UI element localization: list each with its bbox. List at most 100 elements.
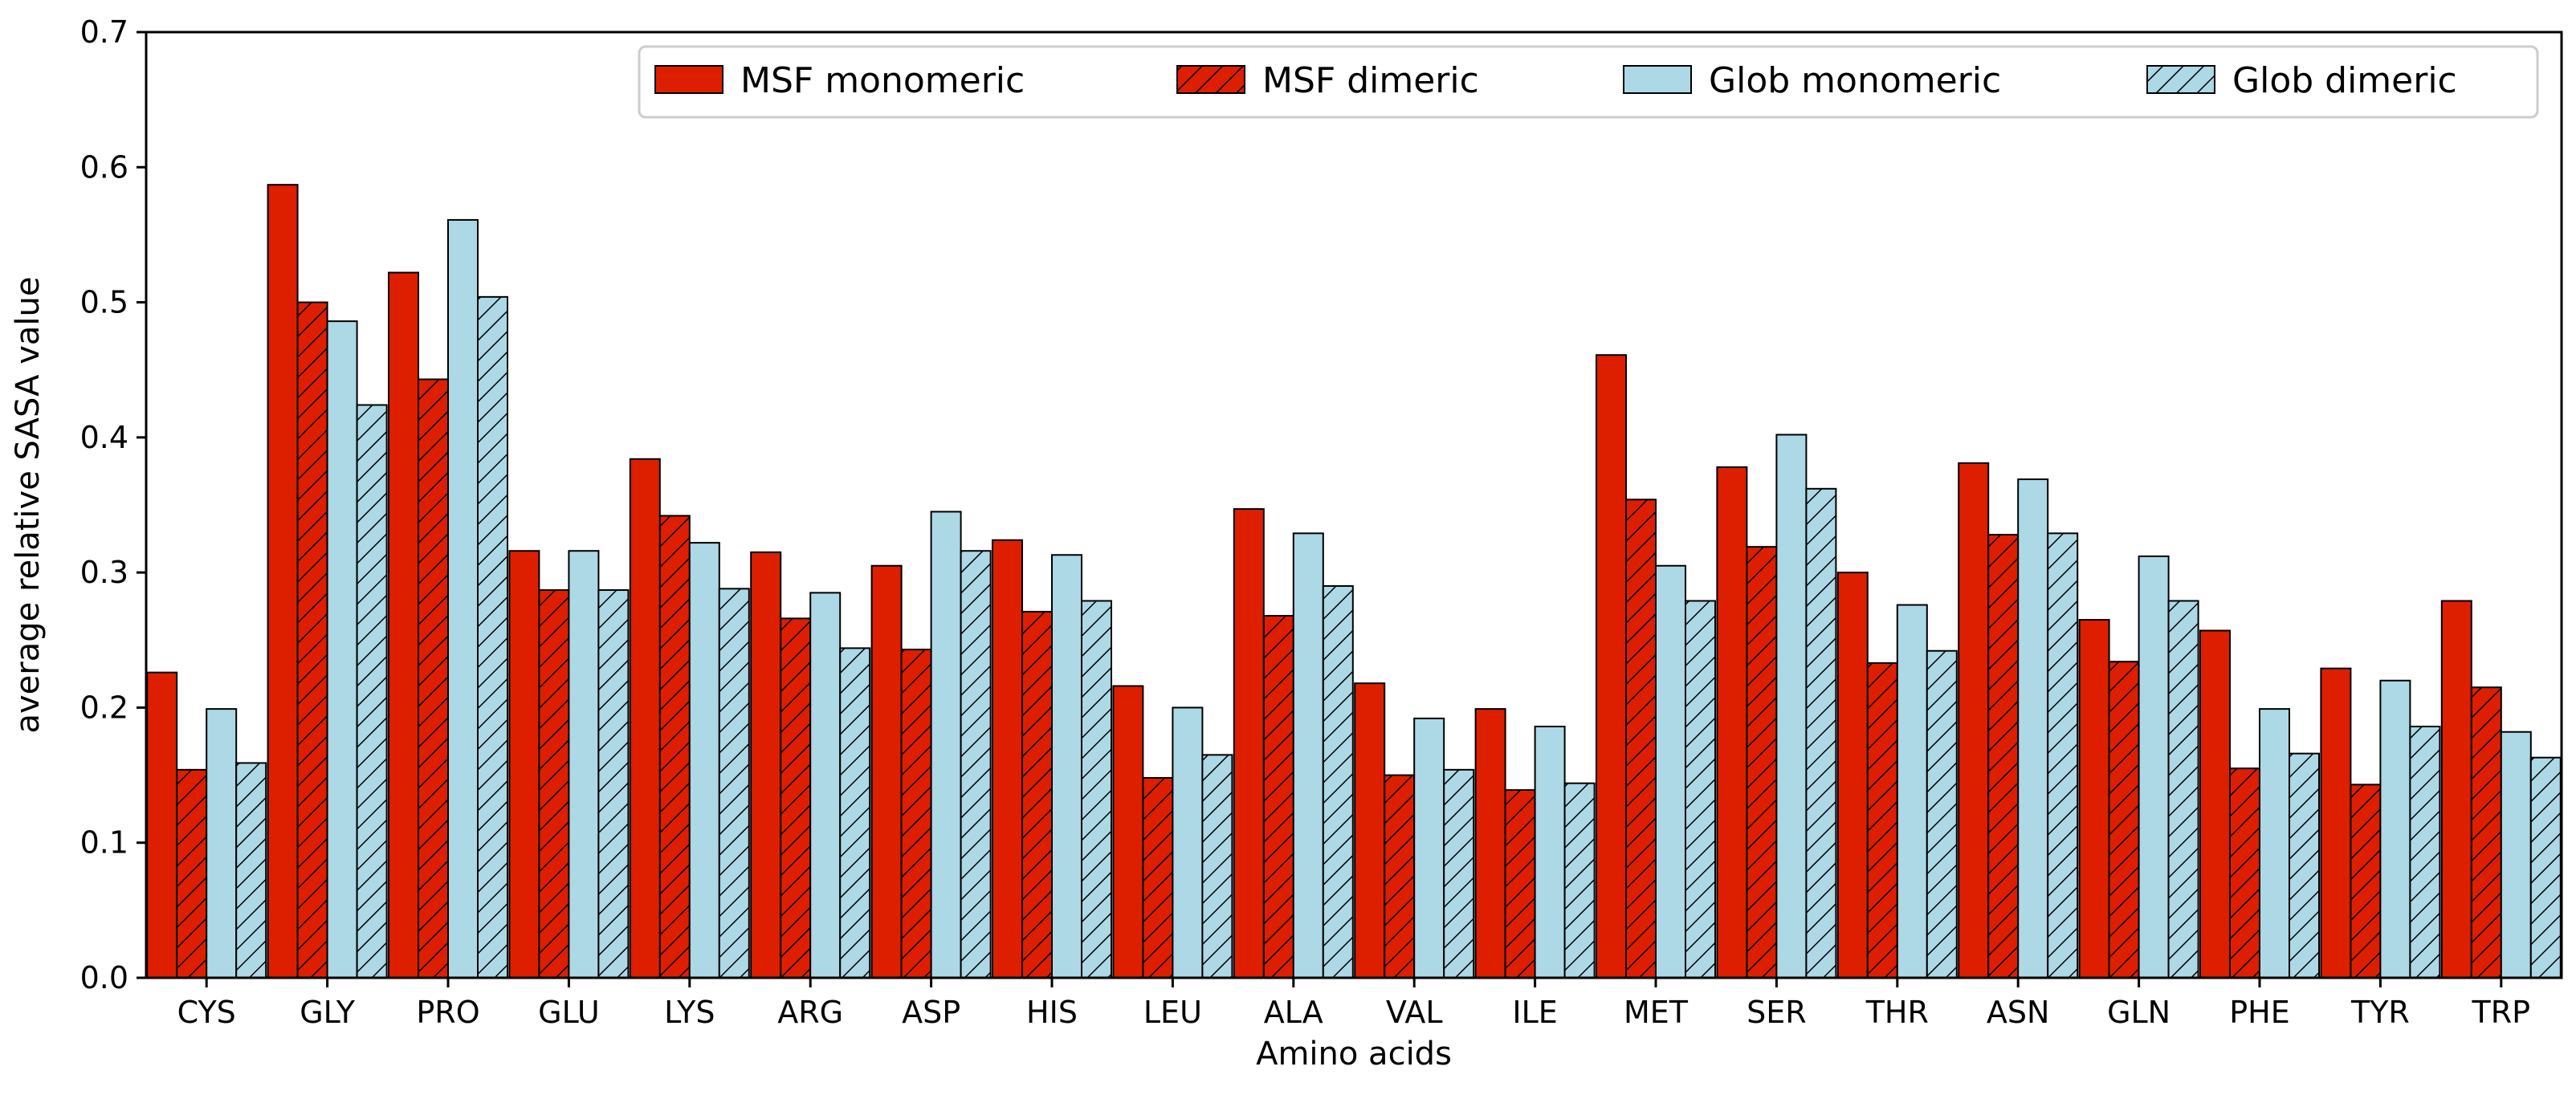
legend-label-msf-dimeric: MSF dimeric <box>1262 60 1479 101</box>
y-axis: 0.0 0.1 0.2 0.3 0.4 0.5 0.6 0.7 <box>80 14 146 995</box>
bar-glob-monomeric-phe <box>2259 708 2290 979</box>
bar-msf-monomeric-arg <box>750 551 782 979</box>
bar-glob-monomeric-cys <box>206 708 238 979</box>
bar-msf-dimeric-leu <box>1142 776 1174 979</box>
bar-glob-dimeric-leu <box>1201 754 1233 979</box>
bar-msf-dimeric-met <box>1625 499 1657 979</box>
bar-msf-monomeric-gly <box>267 184 299 979</box>
x-tick-label: ARG <box>777 995 843 1030</box>
bar-msf-monomeric-glu <box>508 550 540 979</box>
x-tick-label: LEU <box>1143 995 1202 1030</box>
x-tick-label: PRO <box>416 995 479 1030</box>
x-tick-label: GLU <box>538 995 600 1030</box>
bar-msf-dimeric-asp <box>900 649 932 979</box>
bar-msf-dimeric-gln <box>2108 661 2140 979</box>
bar-glob-dimeric-lys <box>718 588 750 979</box>
bar-glob-monomeric-leu <box>1172 706 1204 979</box>
bar-glob-monomeric-met <box>1655 564 1686 979</box>
y-tick-label: 0.2 <box>80 690 128 725</box>
legend-swatch-glob-dimeric <box>2146 65 2215 94</box>
y-tick-label: 0.4 <box>80 420 128 455</box>
bar-glob-monomeric-trp <box>2500 731 2532 979</box>
bar-glob-dimeric-ser <box>1805 487 1837 979</box>
bar-glob-monomeric-glu <box>568 550 600 979</box>
legend: MSF monomeric MSF dimeric Glob monomeric Gl… <box>638 45 2539 119</box>
bar-msf-dimeric-glu <box>538 589 570 979</box>
legend-swatch-msf-dimeric <box>1176 65 1245 94</box>
bar-glob-monomeric-arg <box>809 592 842 979</box>
bar-msf-dimeric-ser <box>1746 546 1778 979</box>
legend-label-msf-monomeric: MSF monomeric <box>740 60 1025 101</box>
bar-glob-dimeric-cys <box>235 762 267 979</box>
bar-msf-dimeric-ala <box>1262 614 1294 979</box>
bar-glob-monomeric-ser <box>1775 434 1808 979</box>
x-tick-label: THR <box>1865 995 1929 1030</box>
bar-glob-dimeric-pro <box>477 295 508 979</box>
bar-msf-dimeric-ile <box>1504 789 1536 979</box>
bar-msf-dimeric-his <box>1021 610 1053 979</box>
bar-glob-monomeric-val <box>1413 717 1445 979</box>
bar-glob-dimeric-gly <box>356 404 388 979</box>
x-tick-label: ALA <box>1264 995 1323 1030</box>
bar-glob-dimeric-thr <box>1926 649 1958 979</box>
bar-glob-dimeric-arg <box>839 647 871 979</box>
bar-glob-monomeric-gln <box>2138 555 2170 979</box>
bar-glob-dimeric-phe <box>2289 752 2320 979</box>
y-tick-label: 0.0 <box>80 960 128 995</box>
x-tick-label: GLY <box>300 995 356 1030</box>
bar-msf-monomeric-gln <box>2078 619 2110 979</box>
x-axis: CYS GLY PRO GLU LYS ARG ASP HIS LEU ALA VAL ILE MET S… <box>177 978 2530 1030</box>
bar-glob-monomeric-asn <box>2017 478 2049 979</box>
bar-msf-monomeric-leu <box>1112 685 1144 979</box>
legend-swatch-glob-monomeric <box>1623 65 1692 94</box>
bar-msf-dimeric-phe <box>2229 767 2260 979</box>
bar-msf-monomeric-phe <box>2199 629 2231 979</box>
bar-msf-monomeric-lys <box>629 458 661 979</box>
legend-label-glob-dimeric: Glob dimeric <box>2232 60 2457 101</box>
bar-msf-monomeric-ile <box>1474 708 1506 979</box>
x-tick-label: ILE <box>1512 995 1557 1030</box>
x-tick-label: GLN <box>2107 995 2170 1030</box>
bar-msf-monomeric-ser <box>1716 466 1748 979</box>
bar-msf-dimeric-gly <box>296 301 328 979</box>
bar-glob-dimeric-ile <box>1563 782 1596 979</box>
bar-glob-dimeric-tyr <box>2409 725 2441 979</box>
y-tick-label: 0.5 <box>80 285 128 320</box>
bar-msf-monomeric-met <box>1596 354 1627 979</box>
x-tick-label: PHE <box>2229 995 2290 1030</box>
bar-glob-monomeric-pro <box>447 218 479 979</box>
x-tick-label: ASP <box>902 995 960 1030</box>
bar-glob-dimeric-ala <box>1322 584 1354 979</box>
x-tick-label: TRP <box>2472 995 2531 1030</box>
bar-msf-monomeric-his <box>992 539 1023 979</box>
bars-layer <box>146 184 2562 979</box>
x-tick-label: MET <box>1624 995 1689 1030</box>
bar-glob-dimeric-his <box>1081 600 1112 979</box>
bar-glob-monomeric-thr <box>1896 604 1928 979</box>
bar-glob-dimeric-asp <box>960 550 992 979</box>
x-tick-label: LYS <box>664 995 715 1030</box>
y-tick-label: 0.1 <box>80 825 128 861</box>
bar-glob-dimeric-val <box>1443 768 1475 979</box>
bar-msf-monomeric-asp <box>870 564 903 979</box>
bar-msf-dimeric-lys <box>658 515 691 979</box>
bar-glob-dimeric-asn <box>2047 532 2079 979</box>
bar-msf-dimeric-arg <box>780 617 812 979</box>
y-axis-title: average relative SASA value <box>10 276 47 733</box>
y-tick-label: 0.6 <box>80 149 128 185</box>
x-tick-label: SER <box>1747 995 1807 1030</box>
x-tick-label: HIS <box>1026 995 1078 1030</box>
bar-glob-monomeric-tyr <box>2379 679 2411 979</box>
x-tick-label: ASN <box>1987 995 2050 1030</box>
bar-msf-monomeric-pro <box>388 271 419 979</box>
bar-glob-monomeric-his <box>1051 554 1082 979</box>
x-tick-label: CYS <box>177 995 236 1030</box>
y-tick-label: 0.3 <box>80 555 128 590</box>
legend-label-glob-monomeric: Glob monomeric <box>1709 60 2001 101</box>
bar-msf-dimeric-pro <box>418 378 449 979</box>
bar-msf-monomeric-cys <box>146 671 178 979</box>
bar-msf-dimeric-tyr <box>2350 784 2382 979</box>
bar-msf-monomeric-val <box>1354 682 1386 979</box>
bar-msf-dimeric-asn <box>1987 534 2020 979</box>
